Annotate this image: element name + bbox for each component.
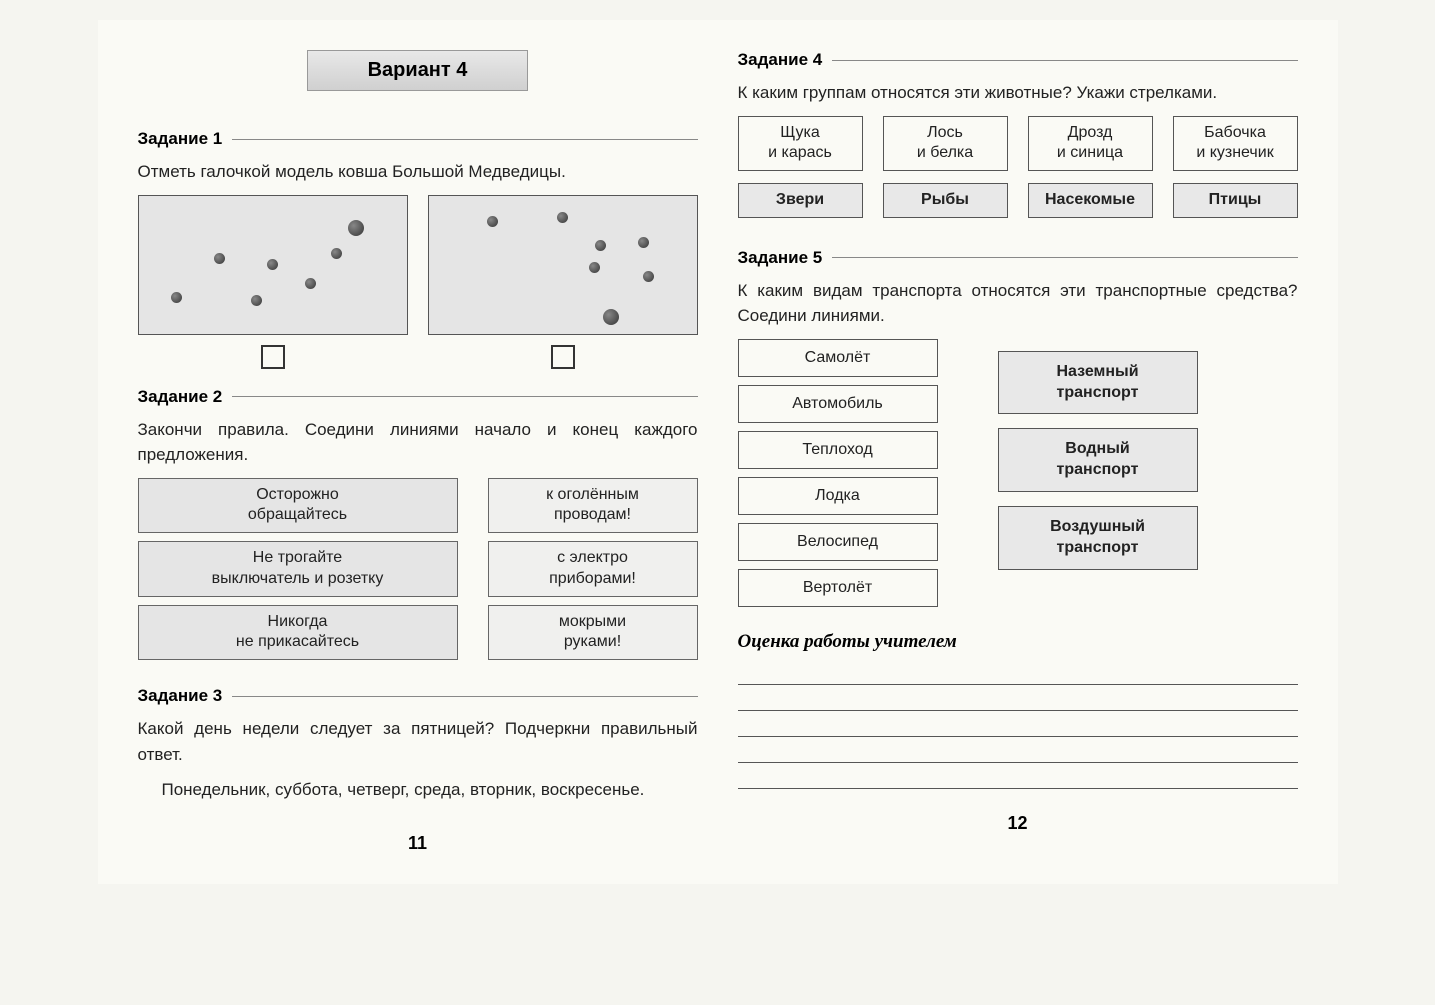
page-number-left: 11: [138, 833, 698, 854]
groups-row: Звери Рыбы Насекомые Птицы: [738, 183, 1298, 218]
star-dot: [487, 216, 498, 227]
transport-type-box[interactable]: Наземныйтранспорт: [998, 351, 1198, 415]
checkbox-1[interactable]: [261, 345, 285, 369]
star-dot: [251, 295, 262, 306]
task1-title: Задание 1: [138, 129, 698, 149]
vehicle-box[interactable]: Вертолёт: [738, 569, 938, 607]
star-dot: [603, 309, 619, 325]
match-pair[interactable]: Никогдане прикасайтесь мокрымируками!: [138, 605, 698, 661]
task2-body: Закончи правила. Соедини линиями начало …: [138, 417, 698, 669]
match-left[interactable]: Не трогайтевыключатель и розетку: [138, 541, 458, 597]
vehicle-box[interactable]: Лодка: [738, 477, 938, 515]
vehicles-column: Самолёт Автомобиль Теплоход Лодка Велосипед В…: [738, 339, 938, 607]
star-dot: [331, 248, 342, 259]
match-left[interactable]: Никогдане прикасайтесь: [138, 605, 458, 661]
star-dot: [305, 278, 316, 289]
group-box[interactable]: Насекомые: [1028, 183, 1153, 218]
star-dot: [589, 262, 600, 273]
star-dot: [267, 259, 278, 270]
star-dot: [171, 292, 182, 303]
star-dot: [557, 212, 568, 223]
star-option-2[interactable]: [428, 195, 698, 369]
days-list[interactable]: Понедельник, суббота, четверг, среда, вт…: [138, 777, 698, 803]
task1-body: Отметь галочкой модель ковша Большой Мед…: [138, 159, 698, 369]
animal-box[interactable]: Дрозди синица: [1028, 116, 1153, 172]
write-line[interactable]: [738, 689, 1298, 711]
star-dot: [595, 240, 606, 251]
transport-type-box[interactable]: Воздушныйтранспорт: [998, 506, 1198, 570]
vehicle-box[interactable]: Самолёт: [738, 339, 938, 377]
variant-header: Вариант 4: [307, 50, 529, 91]
page-number-right: 12: [738, 813, 1298, 834]
star-dot: [214, 253, 225, 264]
animal-box[interactable]: Лосьи белка: [883, 116, 1008, 172]
write-line[interactable]: [738, 741, 1298, 763]
animal-box[interactable]: Щукаи карась: [738, 116, 863, 172]
task3-title: Задание 3: [138, 686, 698, 706]
task3-body: Какой день недели следует за пятницей? П…: [138, 716, 698, 813]
page-right: Задание 4 К каким группам относятся эти …: [738, 50, 1298, 854]
task5-title: Задание 5: [738, 248, 1298, 268]
types-column: Наземныйтранспорт Водныйтранспорт Воздушны…: [998, 351, 1198, 570]
match-pair[interactable]: Не трогайтевыключатель и розетку с электр…: [138, 541, 698, 597]
write-line[interactable]: [738, 715, 1298, 737]
page-left: Вариант 4 Задание 1 Отметь галочкой моде…: [138, 50, 698, 854]
star-panel-2: [428, 195, 698, 335]
group-box[interactable]: Звери: [738, 183, 863, 218]
vehicle-box[interactable]: Автомобиль: [738, 385, 938, 423]
task5-body: К каким видам транспорта относятся эти т…: [738, 278, 1298, 607]
page-spread: Вариант 4 Задание 1 Отметь галочкой моде…: [98, 20, 1338, 884]
evaluation-lines: [738, 663, 1298, 793]
vehicle-box[interactable]: Теплоход: [738, 431, 938, 469]
animals-row: Щукаи карась Лосьи белка Дрозди синица Бабо…: [738, 116, 1298, 172]
vehicle-box[interactable]: Велосипед: [738, 523, 938, 561]
match-pair[interactable]: Осторожнообращайтесь к оголённымпроводам!: [138, 478, 698, 534]
transport-type-box[interactable]: Водныйтранспорт: [998, 428, 1198, 492]
match-right[interactable]: к оголённымпроводам!: [488, 478, 698, 534]
write-line[interactable]: [738, 767, 1298, 789]
match-right[interactable]: мокрымируками!: [488, 605, 698, 661]
match-right[interactable]: с электро­приборами!: [488, 541, 698, 597]
write-line[interactable]: [738, 663, 1298, 685]
star-option-1[interactable]: [138, 195, 408, 369]
star-dot: [638, 237, 649, 248]
star-dot: [643, 271, 654, 282]
task4-title: Задание 4: [738, 50, 1298, 70]
teacher-evaluation-title: Оценка работы учителем: [738, 631, 1298, 653]
star-row: [138, 195, 698, 369]
star-dot: [348, 220, 364, 236]
star-panel-1: [138, 195, 408, 335]
match-left[interactable]: Осторожнообращайтесь: [138, 478, 458, 534]
animal-box[interactable]: Бабочкаи кузнечик: [1173, 116, 1298, 172]
task2-title: Задание 2: [138, 387, 698, 407]
task4-body: К каким группам относятся эти животные? …: [738, 80, 1298, 230]
group-box[interactable]: Птицы: [1173, 183, 1298, 218]
checkbox-2[interactable]: [551, 345, 575, 369]
group-box[interactable]: Рыбы: [883, 183, 1008, 218]
